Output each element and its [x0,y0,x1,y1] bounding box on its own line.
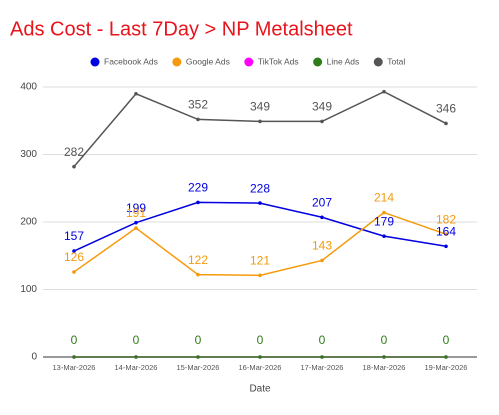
data-point [320,119,324,124]
legend-swatch [172,57,182,67]
data-point [134,355,138,359]
legend-swatch [373,57,383,67]
data-label: 349 [312,100,332,114]
legend-label: TikTok Ads [258,56,299,66]
data-point [320,258,324,263]
data-point [320,355,324,359]
legend-label: Google Ads [186,56,230,66]
x-tick-label: 14-Mar-2026 [115,363,158,372]
data-point [196,200,200,205]
data-label: 352 [188,98,208,112]
x-axis-label: Date [249,384,271,395]
data-label: 126 [64,250,84,264]
y-tick-label: 200 [20,217,37,228]
legend-swatch [244,57,254,67]
chart-title: Ads Cost - Last 7Day > NP Metalsheet [10,18,353,40]
data-label: 207 [312,195,332,209]
data-label: 143 [312,239,332,253]
data-point [382,355,386,359]
data-label: 346 [436,102,456,116]
y-tick-label: 300 [20,149,37,160]
data-label: 199 [126,201,146,215]
data-label: 228 [250,181,270,195]
legend-swatch [90,57,100,67]
data-point [72,249,76,253]
data-point [258,119,262,124]
y-tick-label: 100 [20,284,37,295]
data-point [258,273,262,278]
x-tick-label: 18-Mar-2026 [363,363,406,372]
data-label: 0 [133,333,140,347]
data-point [72,355,76,359]
y-tick-label: 400 [20,82,37,93]
data-label: 157 [64,229,84,243]
data-label: 179 [374,214,394,228]
data-point [382,89,386,94]
legend-label: Facebook Ads [104,56,158,66]
data-label: 0 [319,333,326,347]
data-point [444,355,448,359]
data-point [320,215,324,220]
data-label: 0 [195,333,202,347]
data-point [444,232,448,236]
data-point [444,244,448,249]
data-point [196,117,200,122]
x-tick-label: 19-Mar-2026 [425,363,468,372]
data-label: 191 [126,206,146,220]
legend-swatch [313,57,323,67]
data-point [258,355,262,359]
x-tick-label: 17-Mar-2026 [301,363,344,372]
data-point [72,270,76,274]
data-label: 229 [188,181,208,195]
x-tick-label: 16-Mar-2026 [239,363,282,372]
legend-label: Total [387,56,405,66]
data-point [382,210,386,215]
data-label: 0 [381,333,388,347]
data-label: 182 [436,212,456,226]
data-label: 0 [257,333,264,347]
data-label: 214 [374,191,394,205]
data-point [134,220,138,225]
data-label: 164 [436,224,456,238]
data-label: 349 [250,100,270,114]
data-point [382,234,386,238]
x-tick-label: 15-Mar-2026 [177,363,220,372]
legend-label: Line Ads [327,56,360,66]
data-point [444,121,448,126]
data-point [134,226,138,230]
data-label: 122 [188,253,208,267]
data-label: 121 [250,253,270,267]
data-point [72,164,76,169]
data-label: 0 [443,333,450,347]
data-point [134,91,138,96]
data-point [196,355,200,359]
x-tick-label: 13-Mar-2026 [53,363,96,372]
data-point [196,272,200,277]
data-label: 282 [64,145,84,159]
data-point [258,201,262,205]
y-tick-label: 0 [31,352,37,363]
data-label: 0 [71,333,78,347]
